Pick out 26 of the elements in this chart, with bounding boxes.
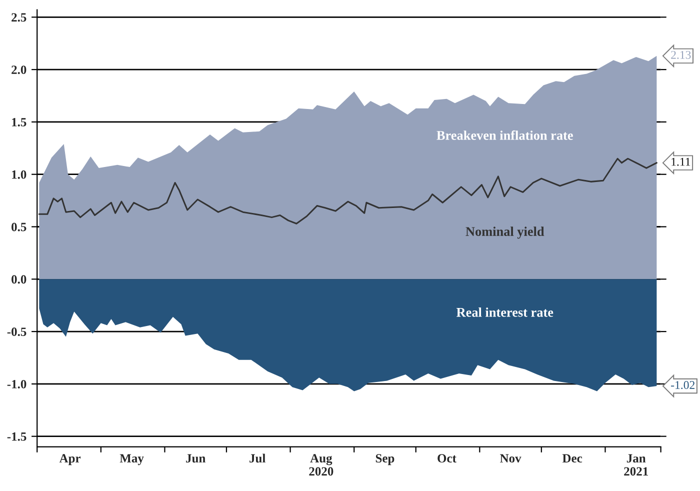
x-tick-label: Sep <box>376 454 394 466</box>
x-tick-label: Jan 2021 <box>624 454 648 476</box>
x-tick-label: Jul <box>250 454 266 463</box>
x-tick-label: Oct <box>438 454 456 463</box>
series-label: Real interest rate <box>456 308 554 317</box>
x-tick-label: Nov <box>500 454 522 463</box>
data-label: -1.02 <box>671 381 695 390</box>
y-tick-label: -1.5 <box>7 432 26 441</box>
text: Nominal yield <box>466 226 544 239</box>
y-tick-label: 0.0 <box>12 275 26 284</box>
series-label: Breakeven inflation rate <box>436 130 573 140</box>
x-tick-label: Apr <box>59 454 81 466</box>
y-tick-label: 1.0 <box>12 170 26 179</box>
y-tick-label: 2.5 <box>12 13 26 22</box>
y-tick-label: -1.0 <box>7 380 26 388</box>
x-tick-label: Aug 2020 <box>309 454 334 476</box>
line-series <box>38 158 658 224</box>
data-label: 2.13 <box>671 50 691 59</box>
x-tick-label: May <box>120 454 144 466</box>
y-tick-label: -0.5 <box>7 328 26 336</box>
y-tick-label: 1.5 <box>12 118 26 126</box>
data-label: 1.11 <box>672 158 690 166</box>
x-tick-label: Dec <box>562 454 582 463</box>
y-tick-label: 0.5 <box>12 222 26 232</box>
y-tick-label: 2.0 <box>12 66 26 74</box>
x-tick-label: Jun <box>186 454 206 463</box>
